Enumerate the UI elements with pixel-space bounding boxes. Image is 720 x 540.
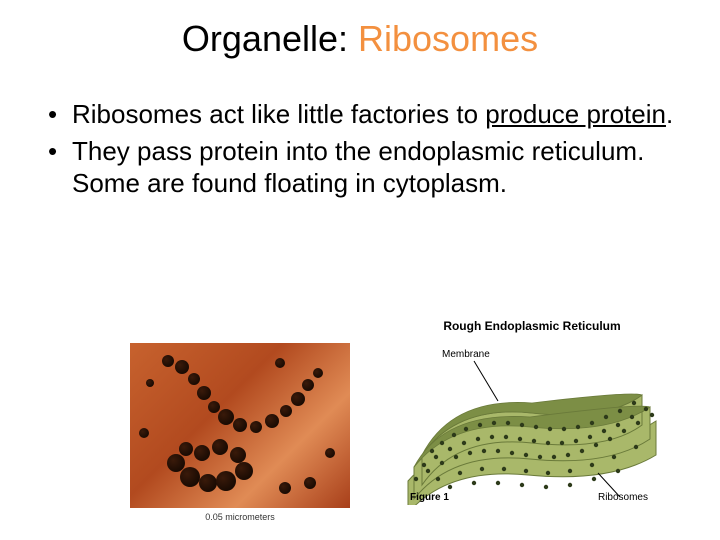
bullet-text-after: . — [666, 99, 673, 129]
ribosome-dot — [291, 392, 305, 406]
ribosome-dot — [275, 358, 285, 368]
title-highlight: Ribosomes — [358, 18, 538, 59]
bullet-text: Ribosomes act like little factories to — [72, 99, 485, 129]
ribosome-dot — [325, 448, 335, 458]
ribosome-dot — [280, 405, 292, 417]
slide-title: Organelle: Ribosomes — [0, 0, 720, 70]
ribosome-dot — [279, 482, 291, 494]
bullet-item: Ribosomes act like little factories to p… — [42, 98, 678, 131]
ribosome-dot — [162, 355, 174, 367]
ribosome-dot — [233, 418, 247, 432]
micrograph-caption: 0.05 micrometers — [130, 512, 350, 522]
ribosome-dot — [208, 401, 220, 413]
ribosome-dot — [197, 386, 211, 400]
ribosome-dot — [175, 360, 189, 374]
ribosome-dot — [313, 368, 323, 378]
ribosome-dot — [250, 421, 262, 433]
title-prefix: Organelle: — [182, 18, 358, 59]
ribosome-dot — [180, 467, 200, 487]
er-diagram-title: Rough Endoplasmic Reticulum — [402, 319, 662, 333]
ribosome-dot — [304, 477, 316, 489]
ribosome-dot — [199, 474, 217, 492]
micrograph-image — [130, 343, 350, 508]
ribosome-dot — [194, 445, 210, 461]
ribosome-dot — [216, 471, 236, 491]
bullet-item: They pass protein into the endoplasmic r… — [42, 135, 678, 200]
ribosome-dot — [139, 428, 149, 438]
er-svg — [402, 335, 662, 505]
er-membrane-label: Membrane — [442, 349, 490, 360]
er-svg-holder: Membrane Figure 1 Ribosomes — [402, 335, 662, 505]
ribosome-dot — [302, 379, 314, 391]
bullet-list: Ribosomes act like little factories to p… — [0, 70, 720, 200]
ribosome-dot — [218, 409, 234, 425]
bullet-underline: produce protein — [485, 99, 666, 129]
er-ribosomes-label: Ribosomes — [598, 492, 648, 503]
ribosome-dot — [230, 447, 246, 463]
ribosome-dot — [146, 379, 154, 387]
ribosome-dot — [265, 414, 279, 428]
ribosome-dot — [235, 462, 253, 480]
er-diagram: Rough Endoplasmic Reticulum Membrane Fig… — [402, 319, 662, 524]
bullet-text: They pass protein into the endoplasmic r… — [72, 136, 644, 199]
ribosome-dot — [212, 439, 228, 455]
figures-row: 0.05 micrometers Rough Endoplasmic Retic… — [0, 326, 720, 526]
ribosome-dot — [179, 442, 193, 456]
er-figure-label: Figure 1 — [410, 492, 449, 503]
ribosome-dot — [188, 373, 200, 385]
